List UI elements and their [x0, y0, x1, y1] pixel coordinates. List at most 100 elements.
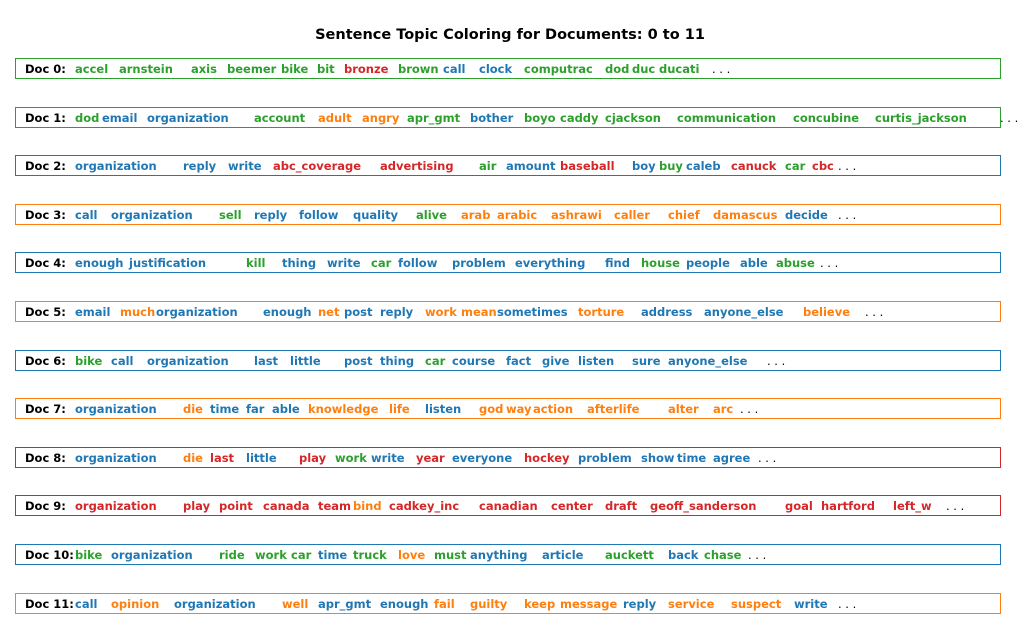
topic-word: hartford [821, 499, 875, 514]
topic-word: everyone [452, 450, 513, 465]
topic-word: amount [506, 159, 556, 174]
topic-word: write [794, 596, 828, 611]
topic-word: apr_gmt [318, 596, 372, 611]
topic-word: organization [147, 353, 229, 368]
topic-word: sure [632, 353, 661, 368]
topic-word: clock [479, 62, 513, 76]
topic-word: work [335, 450, 367, 465]
topic-word: call [443, 62, 466, 76]
topic-word: chase [704, 548, 742, 562]
topic-word: message [560, 596, 618, 611]
ellipsis: . . . [865, 305, 884, 319]
topic-word: baseball [560, 159, 615, 174]
topic-word: problem [452, 256, 506, 271]
document-box [15, 301, 1001, 322]
document-box [15, 495, 1001, 517]
document-label: Doc 4: [25, 256, 66, 271]
topic-word: boyo [524, 110, 556, 125]
ellipsis: . . . [740, 402, 759, 417]
topic-word: write [371, 450, 405, 465]
topic-word: able [272, 402, 300, 417]
topic-word: way [506, 402, 532, 417]
topic-word: last [254, 353, 279, 368]
topic-word: fact [506, 353, 532, 368]
topic-word: life [389, 402, 410, 417]
ellipsis: . . . [946, 499, 965, 514]
topic-word: arc [713, 402, 734, 417]
document-label: Doc 8: [25, 450, 66, 465]
document-box [15, 155, 1001, 177]
topic-word: suspect [731, 596, 782, 611]
topic-word: anyone_else [668, 353, 748, 368]
topic-word: play [183, 499, 211, 514]
topic-word: communication [677, 110, 777, 125]
ellipsis: . . . [838, 596, 857, 611]
topic-word: write [327, 256, 361, 271]
topic-word: organization [174, 596, 256, 611]
topic-word: thing [380, 353, 415, 368]
document-label: Doc 10: [25, 548, 74, 562]
topic-word: reply [254, 207, 288, 222]
topic-word: write [228, 159, 262, 174]
topic-word: bother [470, 110, 514, 125]
ellipsis: . . . [820, 256, 839, 271]
topic-word: net [318, 305, 340, 319]
document-label: Doc 11: [25, 596, 74, 611]
topic-word: air [479, 159, 497, 174]
document-label: Doc 2: [25, 159, 66, 174]
topic-word: email [75, 305, 111, 319]
topic-word: beemer [227, 62, 277, 76]
topic-word: post [344, 305, 373, 319]
topic-word: organization [75, 159, 157, 174]
document-box [15, 252, 1001, 274]
topic-word: arabic [497, 207, 538, 222]
topic-word: service [668, 596, 715, 611]
topic-word: car [291, 548, 312, 562]
topic-word: advertising [380, 159, 454, 174]
topic-word: everything [515, 256, 586, 271]
topic-word: geoff_sanderson [650, 499, 757, 514]
topic-word: call [75, 596, 98, 611]
topic-word: bind [353, 499, 382, 514]
topic-word: guilty [470, 596, 508, 611]
topic-word: anyone_else [704, 305, 784, 319]
topic-word: canadian [479, 499, 538, 514]
topic-word: caller [614, 207, 650, 222]
topic-word: keep [524, 596, 556, 611]
topic-word: email [102, 110, 138, 125]
topic-word: duc [632, 62, 656, 76]
topic-word: work [425, 305, 457, 319]
topic-word: must [434, 548, 467, 562]
topic-word: anything [470, 548, 528, 562]
topic-word: people [686, 256, 730, 271]
topic-word: opinion [111, 596, 160, 611]
topic-word: time [318, 548, 348, 562]
document-label: Doc 3: [25, 207, 66, 222]
topic-word: reply [183, 159, 217, 174]
topic-word: alter [668, 402, 699, 417]
topic-word: die [183, 450, 203, 465]
chart-title: Sentence Topic Coloring for Documents: 0… [315, 27, 705, 43]
topic-word: organization [75, 499, 157, 514]
topic-word: organization [147, 110, 229, 125]
topic-word: draft [605, 499, 638, 514]
ellipsis: . . . [838, 207, 857, 222]
document-box [15, 398, 1001, 420]
topic-word: problem [578, 450, 632, 465]
document-box [15, 592, 1001, 614]
topic-word: knowledge [308, 402, 379, 417]
topic-word: bit [317, 62, 335, 76]
topic-word: reply [380, 305, 414, 319]
topic-word: organization [111, 548, 193, 562]
topic-word: bike [75, 548, 103, 562]
topic-word: year [416, 450, 445, 465]
topic-word: enough [380, 596, 429, 611]
topic-word: much [120, 305, 156, 319]
topic-word: truck [353, 548, 387, 562]
topic-word: car [425, 353, 446, 368]
document-box [15, 544, 1001, 565]
topic-word: curtis_jackson [875, 110, 967, 125]
topic-word: follow [398, 256, 438, 271]
document-label: Doc 1: [25, 110, 66, 125]
topic-word: agree [713, 450, 751, 465]
